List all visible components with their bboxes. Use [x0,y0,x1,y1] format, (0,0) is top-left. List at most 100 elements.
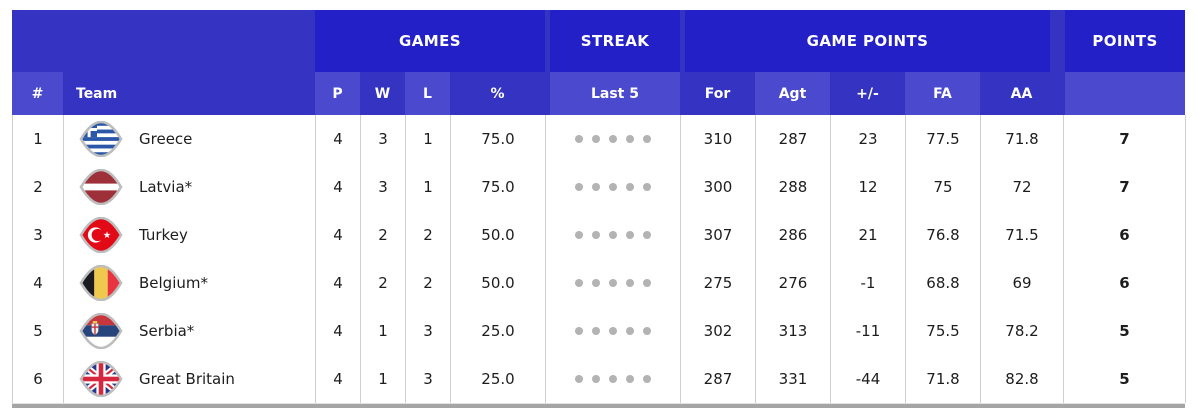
streak-dot [609,279,617,287]
played-cell: 4 [316,163,361,211]
column-header-played: P [315,72,360,115]
streak-dot [575,231,583,239]
table-row[interactable]: 6 Great Britain 4 1 3 25.0 287 331 -44 7… [13,355,1186,403]
played-cell: 4 [316,211,361,259]
losses-cell: 2 [406,211,451,259]
against-cell: 313 [756,307,831,355]
streak-dot [575,327,583,335]
for-cell: 302 [681,307,756,355]
standings-table: GAMES STREAK GAME POINTS POINTS # Team P… [12,10,1186,408]
played-cell: 4 [316,259,361,307]
aa-cell: 72 [981,163,1064,211]
column-header-fa: FA [905,72,980,115]
table-row[interactable]: 2 Latvia* 4 3 1 75.0 300 288 12 75 72 7 [13,163,1186,211]
streak-dot [575,135,583,143]
losses-cell: 1 [406,163,451,211]
pct-cell: 50.0 [451,259,546,307]
column-header-losses: L [405,72,450,115]
fa-cell: 68.8 [906,259,981,307]
wins-cell: 1 [361,307,406,355]
wins-cell: 3 [361,163,406,211]
fa-cell: 71.8 [906,355,981,403]
streak-dot [575,183,583,191]
rank-cell: 2 [13,163,64,211]
rank-cell: 3 [13,211,64,259]
rank-cell: 5 [13,307,64,355]
team-cell[interactable]: Latvia* [64,163,316,211]
team-cell[interactable]: Serbia* [64,307,316,355]
played-cell: 4 [316,307,361,355]
streak-dot [575,375,583,383]
team-flag-icon [79,313,123,349]
pct-cell: 25.0 [451,355,546,403]
against-cell: 287 [756,115,831,163]
group-header-game-points: GAME POINTS [685,10,1050,72]
fa-cell: 75 [906,163,981,211]
streak-dot [643,375,651,383]
aa-cell: 71.5 [981,211,1064,259]
aa-cell: 82.8 [981,355,1064,403]
team-name[interactable]: Serbia* [139,322,195,340]
against-cell: 331 [756,355,831,403]
streak-cell [546,115,681,163]
streak-dot [609,231,617,239]
fa-cell: 77.5 [906,115,981,163]
played-cell: 4 [316,355,361,403]
team-name[interactable]: Belgium* [139,274,208,292]
team-cell[interactable]: Greece [64,115,316,163]
against-cell: 276 [756,259,831,307]
team-name[interactable]: Turkey [139,226,188,244]
rank-cell: 1 [13,115,64,163]
streak-dot [609,183,617,191]
streak-cell [546,211,681,259]
table-row[interactable]: 5 Serbia* 4 1 3 25.0 302 313 -11 75.5 78… [13,307,1186,355]
wins-cell: 3 [361,115,406,163]
table-bottom-border [12,403,1185,408]
streak-dot [592,375,600,383]
diff-cell: -44 [831,355,906,403]
team-cell[interactable]: Belgium* [64,259,316,307]
points-cell: 7 [1064,163,1186,211]
column-header-last5: Last 5 [550,72,680,115]
aa-cell: 78.2 [981,307,1064,355]
pct-cell: 75.0 [451,115,546,163]
team-name[interactable]: Latvia* [139,178,193,196]
rank-cell: 6 [13,355,64,403]
for-cell: 310 [681,115,756,163]
points-cell: 6 [1064,259,1186,307]
against-cell: 288 [756,163,831,211]
table-body: 1 Greece 4 3 1 75.0 310 287 23 77.5 71.8… [12,115,1186,403]
streak-dot [592,327,600,335]
column-header-team: Team [76,85,118,102]
streak-cell [546,355,681,403]
losses-cell: 3 [406,355,451,403]
team-cell[interactable]: Turkey [64,211,316,259]
rank-cell: 4 [13,259,64,307]
team-cell[interactable]: Great Britain [64,355,316,403]
streak-dot [592,183,600,191]
column-header-pct: % [490,85,505,102]
diff-cell: -1 [831,259,906,307]
streak-dot [609,327,617,335]
team-name[interactable]: Great Britain [139,370,235,388]
team-name[interactable]: Greece [139,130,193,148]
streak-dot [643,135,651,143]
wins-cell: 2 [361,211,406,259]
streak-dot [643,231,651,239]
column-header-points-spacer [1065,72,1185,115]
points-cell: 6 [1064,211,1186,259]
table-row[interactable]: 4 Belgium* 4 2 2 50.0 275 276 -1 68.8 69… [13,259,1186,307]
streak-dot [592,231,600,239]
aa-cell: 69 [981,259,1064,307]
against-cell: 286 [756,211,831,259]
table-row[interactable]: 1 Greece 4 3 1 75.0 310 287 23 77.5 71.8… [13,115,1186,163]
table-row[interactable]: 3 Turkey 4 2 2 50.0 307 286 21 76.8 71.5… [13,211,1186,259]
wins-cell: 1 [361,355,406,403]
streak-dot [575,279,583,287]
streak-dot [626,231,634,239]
streak-dot [626,183,634,191]
streak-dot [626,135,634,143]
streak-dot [643,183,651,191]
for-cell: 307 [681,211,756,259]
